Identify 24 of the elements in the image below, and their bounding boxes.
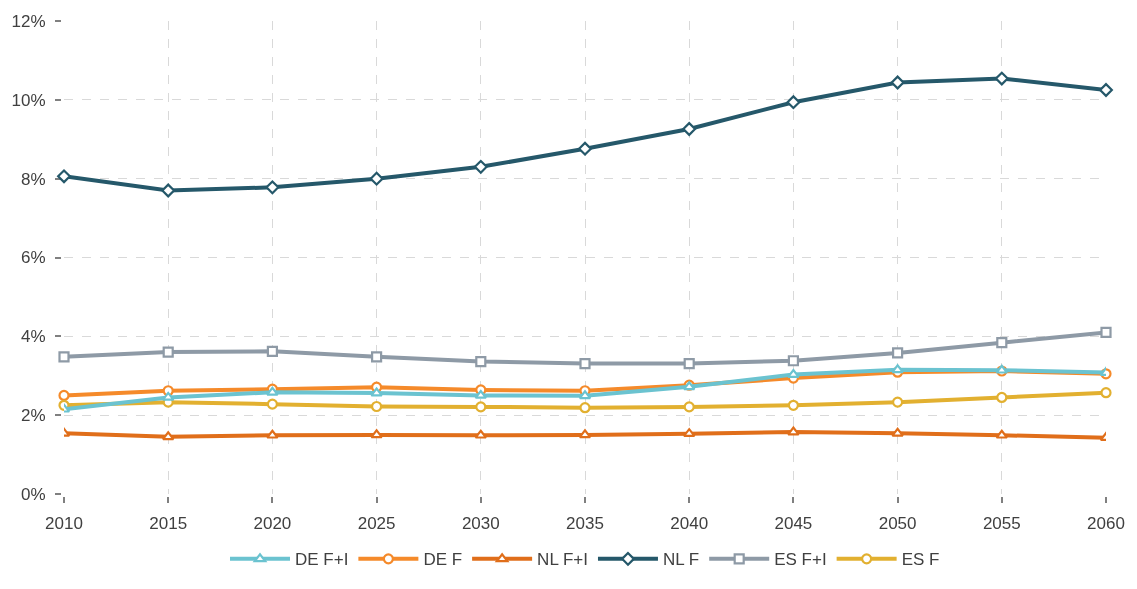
x-tick-label: 2060 (1087, 514, 1125, 534)
y-tick-label: 8% (21, 169, 46, 189)
y-tick-label: 12% (11, 11, 46, 31)
y-tick-label: 10% (11, 90, 46, 110)
x-tick-label: 2055 (982, 514, 1021, 534)
x-tick-label: 2040 (670, 514, 709, 534)
x-tick-label: 2020 (253, 514, 292, 534)
x-tick-label: 2050 (878, 514, 917, 534)
x-tick-label: 2030 (461, 514, 500, 534)
legend-label: ES F+I (774, 550, 827, 570)
legend-label: ES F (901, 550, 940, 570)
x-tick-label: 2015 (149, 514, 188, 534)
legend-label: DE F+I (295, 550, 349, 570)
x-tick-label: 2010 (45, 514, 83, 534)
legend-label: NL F+I (537, 550, 588, 570)
x-tick-label: 2025 (357, 514, 396, 534)
y-tick-label: 6% (21, 248, 46, 268)
x-tick-label: 2045 (774, 514, 813, 534)
y-tick-label: 2% (21, 406, 46, 426)
x-tick-label: 2035 (566, 514, 604, 534)
y-tick-label: 4% (21, 327, 46, 347)
legend-label: DE F (423, 550, 463, 570)
y-tick-label: 0% (21, 484, 46, 504)
legend-label: NL F (662, 550, 700, 570)
